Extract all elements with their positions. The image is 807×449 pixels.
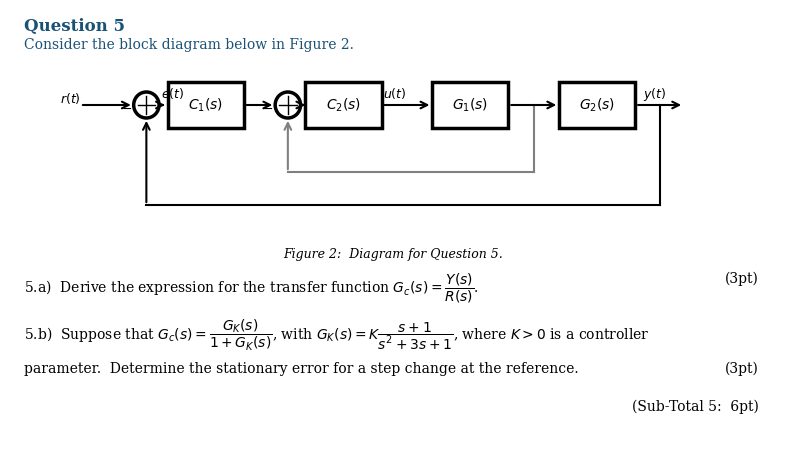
Text: parameter.  Determine the stationary error for a step change at the reference.: parameter. Determine the stationary erro…	[24, 362, 579, 376]
Text: $-$: $-$	[120, 101, 132, 114]
Text: $G_2(s)$: $G_2(s)$	[579, 96, 615, 114]
Text: $C_2(s)$: $C_2(s)$	[326, 96, 361, 114]
Circle shape	[134, 92, 159, 118]
Text: Question 5: Question 5	[24, 18, 125, 35]
Text: $y(t)$: $y(t)$	[643, 86, 667, 103]
Text: $u(t)$: $u(t)$	[383, 86, 407, 101]
Bar	[559, 82, 635, 128]
Bar	[168, 82, 244, 128]
Text: $C_1(s)$: $C_1(s)$	[188, 96, 224, 114]
Text: $r(t)$: $r(t)$	[61, 91, 82, 106]
Text: $-$: $-$	[262, 101, 274, 114]
Text: $e(t)$: $e(t)$	[161, 86, 184, 101]
Bar	[433, 82, 508, 128]
Text: Figure 2:  Diagram for Question 5.: Figure 2: Diagram for Question 5.	[283, 248, 503, 261]
Text: (Sub-Total 5:  6pt): (Sub-Total 5: 6pt)	[632, 400, 759, 414]
Text: Consider the block diagram below in Figure 2.: Consider the block diagram below in Figu…	[24, 38, 354, 52]
Bar	[305, 82, 382, 128]
Text: 5.b)  Suppose that $G_c(s) = \dfrac{G_K(s)}{1+G_K(s)}$, with $G_K(s) = K\dfrac{s: 5.b) Suppose that $G_c(s) = \dfrac{G_K(s…	[24, 318, 650, 353]
Text: (3pt): (3pt)	[725, 272, 759, 286]
Text: $G_1(s)$: $G_1(s)$	[452, 96, 488, 114]
Circle shape	[275, 92, 300, 118]
Text: 5.a)  Derive the expression for the transfer function $G_c(s) = \dfrac{Y(s)}{R(s: 5.a) Derive the expression for the trans…	[24, 272, 479, 305]
Text: (3pt): (3pt)	[725, 362, 759, 376]
